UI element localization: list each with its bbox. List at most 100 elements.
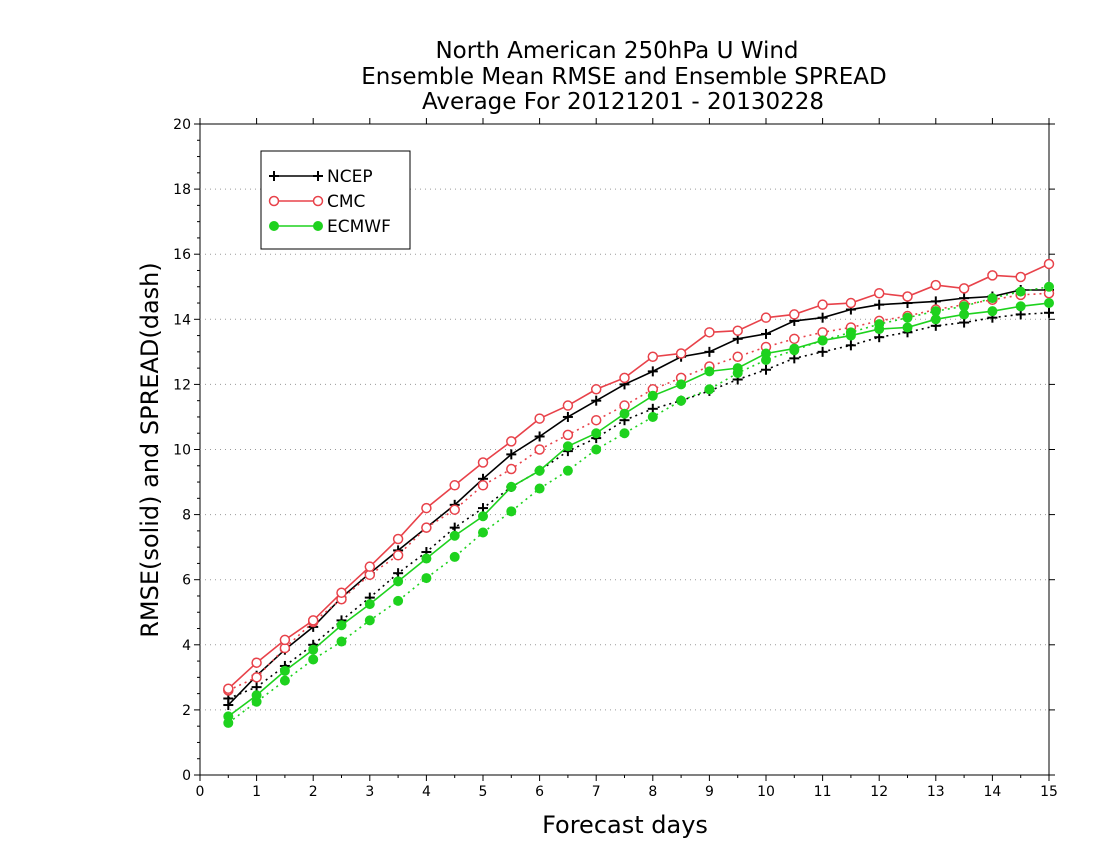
cmc-rmse-point (223, 683, 234, 694)
cmc-spread-point (562, 429, 574, 441)
y-tick-label: 10 (173, 443, 191, 459)
legend-label: NCEP (327, 167, 373, 187)
cmc-spread-point (251, 672, 262, 683)
cmc-rmse-point (1043, 258, 1055, 270)
ncep-rmse-point (506, 449, 517, 460)
cmc-rmse-point (873, 288, 885, 299)
ecmwf-rmse-point (223, 711, 234, 722)
y-tick-label: 0 (182, 768, 191, 784)
ecmwf-rmse-point (279, 665, 290, 676)
cmc-rmse-point (704, 327, 715, 338)
legend: NCEP CMC ECMWF (260, 150, 411, 250)
y-axis: 0 2 4 6 8 10 12 14 16 18 20 (173, 117, 1055, 784)
cmc-rmse-point (675, 348, 687, 359)
cmc-rmse-point (279, 634, 291, 646)
ecmwf-rmse-line (227, 302, 1050, 718)
ecmwf-rmse-point (449, 530, 460, 541)
ncep-rmse-point (704, 346, 715, 357)
ecmwf-spread-point (562, 465, 573, 476)
ecmwf-rmse-point (732, 363, 743, 374)
cmc-spread-point (421, 522, 432, 533)
legend-marker (313, 171, 323, 181)
title-line-1: North American 250hPa U Wind (435, 38, 798, 64)
cmc-spread-point (590, 414, 602, 426)
series-layer (223, 258, 1055, 728)
ecmwf-rmse-point (987, 306, 998, 317)
series-cmc (223, 258, 1055, 696)
cmc-rmse-point (364, 561, 376, 572)
ecmwf-rmse-point (874, 324, 885, 335)
ncep-spread-line (228, 311, 1050, 700)
title-line-3: Average For 20121201 - 20130228 (422, 89, 824, 115)
ecmwf-spread-point (987, 293, 998, 304)
ecmwf-rmse-point (534, 465, 545, 476)
legend-label: CMC (327, 192, 365, 212)
cmc-rmse-line (227, 263, 1050, 690)
cmc-rmse-point (760, 312, 772, 323)
legend-item-ncep: NCEP (269, 167, 373, 187)
cmc-rmse-point (902, 291, 913, 302)
cmc-rmse-point (845, 297, 857, 309)
x-tick-label: 1 (252, 784, 261, 800)
cmc-spread-point (732, 351, 743, 362)
ecmwf-rmse-point (393, 576, 404, 587)
ecmwf-spread-point (279, 675, 290, 686)
ncep-rmse-point (874, 299, 885, 310)
ecmwf-rmse-point (902, 322, 913, 333)
ecmwf-rmse-point (562, 441, 573, 452)
ecmwf-rmse-point (336, 620, 347, 631)
y-tick-label: 18 (173, 182, 191, 198)
ecmwf-rmse-point (930, 314, 941, 325)
ecmwf-spread-point (308, 654, 319, 665)
ecmwf-spread-point (364, 615, 375, 626)
ncep-rmse-line (227, 289, 1049, 706)
cmc-rmse-point (1015, 271, 1026, 283)
ecmwf-rmse-point (421, 553, 432, 564)
legend-marker (269, 171, 279, 181)
ecmwf-rmse-point (789, 343, 800, 354)
ecmwf-spread-point (704, 384, 715, 395)
cmc-rmse-point (534, 413, 545, 424)
ecmwf-spread-point (902, 312, 913, 323)
y-tick-label: 8 (182, 508, 191, 524)
ecmwf-spread-point (1044, 281, 1054, 292)
cmc-rmse-point (647, 351, 659, 362)
x-tick-label: 14 (983, 784, 1001, 800)
x-tick-label: 3 (365, 784, 374, 800)
ecmwf-rmse-point (478, 511, 488, 522)
ecmwf-spread-point (534, 483, 545, 494)
ecmwf-spread-point (336, 636, 347, 647)
y-tick-label: 12 (173, 377, 191, 393)
legend-marker (269, 221, 279, 231)
ecmwf-rmse-point (817, 335, 828, 346)
y-tick-label: 16 (173, 247, 191, 263)
ecmwf-spread-point (393, 595, 404, 606)
cmc-rmse-point (336, 587, 347, 598)
ncep-spread-point (817, 346, 828, 357)
ecmwf-rmse-point (1044, 298, 1054, 309)
cmc-rmse-point (590, 384, 602, 395)
x-tick-label: 0 (196, 784, 205, 800)
cmc-rmse-point (987, 270, 998, 281)
ecmwf-spread-point (506, 506, 517, 517)
x-tick-label: 13 (927, 784, 945, 800)
legend-item-ecmwf: ECMWF (269, 217, 391, 237)
x-tick-label: 7 (592, 784, 601, 800)
y-tick-label: 2 (182, 703, 191, 719)
ecmwf-rmse-point (619, 408, 630, 419)
legend-marker (313, 221, 323, 231)
legend-marker (312, 195, 324, 207)
ecmwf-rmse-point (506, 481, 517, 492)
ecmwf-rmse-point (308, 644, 319, 655)
cmc-rmse-point (562, 400, 574, 411)
cmc-rmse-point (930, 279, 942, 291)
ecmwf-spread-point (478, 527, 488, 538)
cmc-rmse-point (732, 325, 743, 336)
cmc-spread-point (392, 550, 404, 561)
cmc-rmse-point (958, 283, 970, 294)
ncep-spread-point (761, 364, 771, 375)
ncep-spread-point (1044, 307, 1054, 318)
ecmwf-rmse-point (1015, 301, 1026, 312)
ncep-rmse-point (761, 328, 771, 339)
